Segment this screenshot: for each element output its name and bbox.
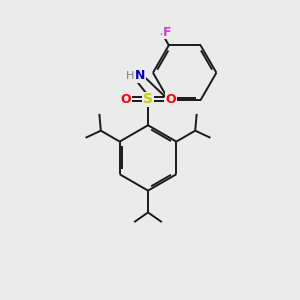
Text: H: H <box>126 71 134 81</box>
Text: O: O <box>120 93 130 106</box>
Text: O: O <box>166 93 176 106</box>
Text: F: F <box>163 26 171 39</box>
Text: N: N <box>135 69 145 82</box>
Text: S: S <box>143 92 153 106</box>
